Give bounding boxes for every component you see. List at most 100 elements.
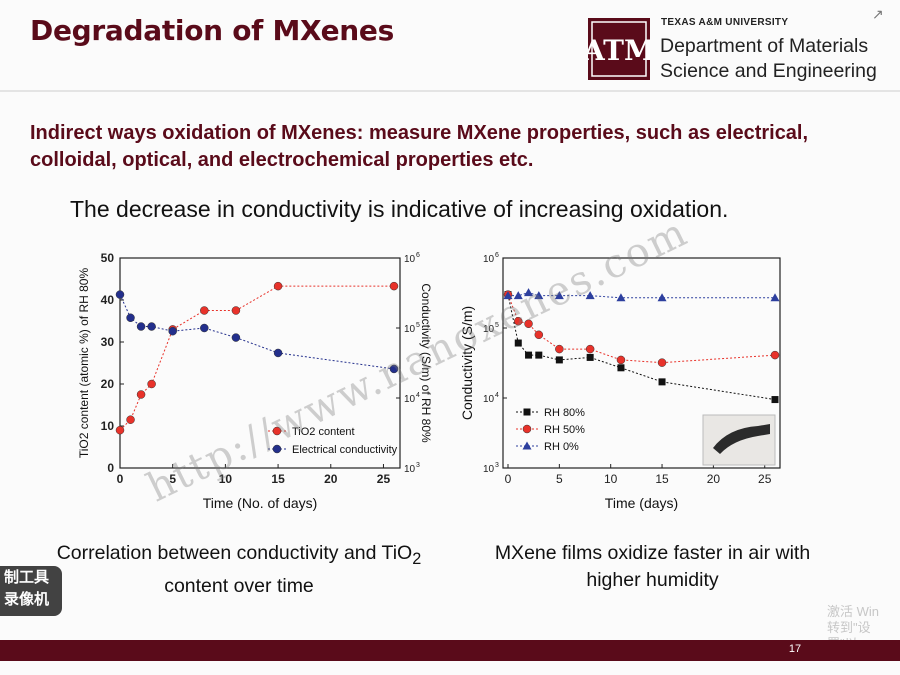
- data-point: [535, 351, 543, 359]
- plot-frame: [119, 257, 401, 469]
- legend-label: RH 0%: [544, 441, 579, 453]
- data-point: [231, 306, 241, 315]
- svg-text:ATM: ATM: [588, 34, 650, 67]
- department-line-1: Department of Materials: [660, 35, 869, 57]
- y-tick-exponent: 5: [495, 322, 499, 329]
- data-point: [616, 293, 626, 302]
- caption-left-text-1: Correlation between conductivity and TiO: [56, 542, 413, 564]
- data-point: [534, 291, 544, 300]
- y-tick-label: 0: [107, 461, 114, 475]
- slide-subtitle: Indirect ways oxidation of MXenes: measu…: [30, 122, 809, 171]
- y2-tick-label: 10: [404, 254, 416, 265]
- windows-watermark-line-1: 激活 Win: [827, 604, 880, 619]
- data-point: [273, 281, 283, 291]
- footer-bar: [0, 640, 900, 661]
- data-point: [168, 326, 177, 336]
- data-point: [524, 288, 534, 297]
- y2-tick-label: 10: [404, 324, 416, 335]
- data-point: [514, 316, 523, 326]
- data-point: [115, 425, 125, 435]
- data-point: [555, 356, 563, 364]
- data-point: [231, 333, 241, 342]
- y-tick-exponent: 3: [495, 462, 499, 469]
- caption-left-subscript: 2: [412, 549, 422, 568]
- data-point: [200, 323, 209, 333]
- data-point: [136, 322, 146, 331]
- tamu-logo: ATM: [588, 18, 650, 80]
- y-axis-label: TiO2 content (atomic %) of RH 80%: [77, 268, 91, 459]
- y2-tick-exponent: 6: [416, 252, 420, 259]
- slide-title: Degradation of MXenes: [30, 14, 394, 47]
- x-tick-label: 25: [758, 472, 772, 486]
- data-point: [658, 378, 666, 386]
- x-tick-label: 10: [219, 472, 233, 486]
- expand-arrow-icon[interactable]: ↗: [872, 6, 884, 22]
- y-tick-exponent: 4: [495, 392, 499, 399]
- lead-sentence: The decrease in conductivity is indicati…: [70, 196, 729, 222]
- data-point: [513, 291, 523, 300]
- data-point: [136, 390, 146, 399]
- x-tick-label: 20: [324, 472, 338, 486]
- y-tick-label: 40: [101, 293, 115, 307]
- x-tick-label: 20: [707, 472, 721, 486]
- data-point: [273, 348, 283, 358]
- data-point: [555, 344, 564, 354]
- data-point: [200, 306, 209, 315]
- y-tick-label: 10: [483, 394, 495, 405]
- data-point: [617, 364, 625, 372]
- x-tick-label: 15: [655, 472, 669, 486]
- y2-tick-exponent: 5: [416, 322, 420, 329]
- y-tick-label: 50: [101, 251, 115, 265]
- x-tick-label: 25: [377, 472, 391, 486]
- data-point: [586, 353, 594, 361]
- x-axis-label: Time (No. of days): [203, 495, 318, 511]
- data-point: [514, 339, 522, 347]
- data-point: [126, 313, 135, 323]
- recorder-watermark-line-1: 制工具: [4, 568, 50, 586]
- title-divider: [0, 90, 900, 92]
- y2-tick-label: 10: [404, 394, 416, 405]
- data-point: [389, 364, 399, 374]
- data-point: [657, 293, 667, 302]
- x-tick-label: 5: [556, 472, 563, 486]
- x-tick-label: 0: [117, 472, 124, 486]
- recorder-watermark: 制工具 录像机: [0, 566, 62, 616]
- caption-left-text-2: content over time: [164, 574, 314, 597]
- legend-marker: [272, 426, 282, 436]
- university-name: TEXAS A&M UNIVERSITY: [661, 17, 789, 28]
- x-tick-label: 0: [505, 472, 512, 486]
- data-point: [534, 330, 544, 340]
- data-point: [554, 291, 564, 300]
- legend-label: RH 50%: [544, 424, 585, 436]
- legend-label: RH 80%: [544, 407, 585, 419]
- data-point: [616, 355, 626, 365]
- legend-label: Electrical conductivity: [292, 444, 398, 456]
- y-tick-label: 10: [483, 324, 495, 335]
- caption-left: Correlation between conductivity and TiO…: [25, 540, 453, 600]
- data-point: [770, 350, 780, 360]
- tio2-conductivity-chart: 0 5 10 15 20 25 0 10 20 30 40 50 10 3 10 4 10 5 10 6 Time (N…: [70, 248, 450, 528]
- x-axis-label: Time (days): [605, 495, 678, 511]
- data-point: [585, 291, 595, 300]
- department-name: Department of Materials Science and Engi…: [660, 34, 877, 84]
- data-point: [389, 281, 399, 291]
- y-tick-label: 10: [101, 419, 115, 433]
- x-tick-label: 5: [169, 472, 176, 486]
- series-line-1: [119, 294, 395, 370]
- caption-right: MXene films oxidize faster in air with h…: [494, 542, 811, 591]
- data-point: [126, 415, 135, 424]
- data-point: [115, 290, 125, 299]
- data-point: [657, 358, 667, 367]
- data-point: [524, 319, 533, 329]
- legend-marker: [272, 444, 282, 454]
- legend-marker: [522, 424, 532, 434]
- y-tick-label: 30: [101, 335, 115, 349]
- y-tick-label: 10: [483, 254, 495, 265]
- x-tick-label: 10: [604, 472, 618, 486]
- plot-frame: [502, 257, 781, 469]
- data-point: [147, 379, 156, 389]
- legend-label: TiO2 content: [292, 426, 355, 438]
- humidity-conductivity-chart: 0 5 10 15 20 25 10 3 10 4 10 5 10 6 Time (days) Conduct…: [458, 248, 788, 528]
- data-point: [585, 344, 595, 354]
- y-axis-label: Conductivity (S/m): [459, 306, 475, 420]
